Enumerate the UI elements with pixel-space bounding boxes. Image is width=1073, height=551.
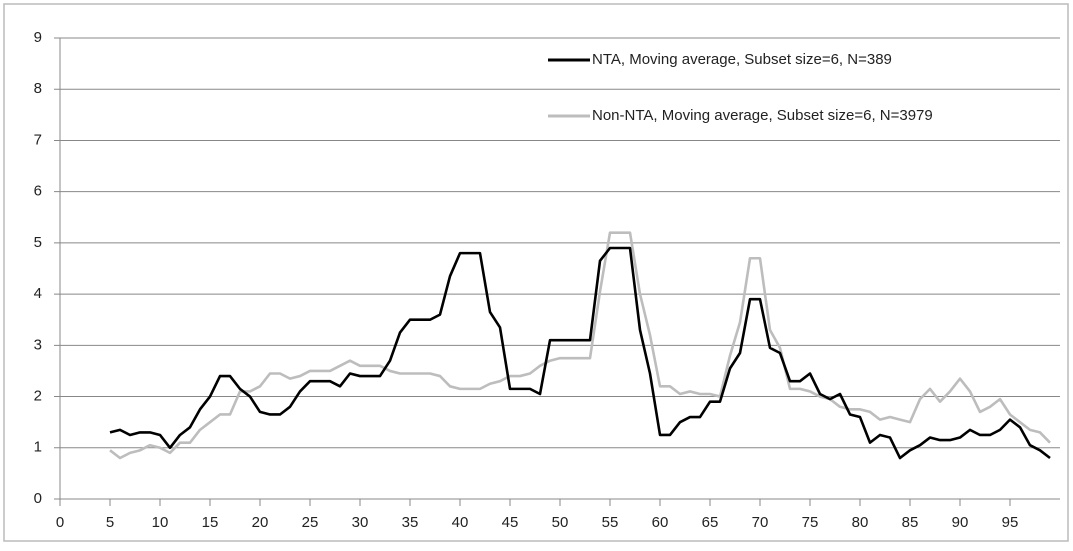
x-tick-label: 60 xyxy=(652,514,669,531)
y-tick-label: 6 xyxy=(34,183,42,200)
y-tick-label: 2 xyxy=(34,388,42,405)
y-tick-label: 8 xyxy=(34,80,42,97)
x-tick-label: 90 xyxy=(952,514,969,531)
x-tick-label: 55 xyxy=(602,514,619,531)
x-tick-label: 0 xyxy=(56,514,64,531)
x-tick-label: 80 xyxy=(852,514,869,531)
x-tick-label: 70 xyxy=(752,514,769,531)
x-tick-label: 25 xyxy=(302,514,319,531)
x-tick-label: 95 xyxy=(1002,514,1019,531)
x-tick-label: 30 xyxy=(352,514,369,531)
x-tick-label: 15 xyxy=(202,514,219,531)
y-tick-label: 3 xyxy=(34,336,42,353)
y-tick-label: 0 xyxy=(34,490,42,507)
x-tick-label: 65 xyxy=(702,514,719,531)
y-tick-label: 1 xyxy=(34,439,42,456)
series-line xyxy=(109,231,1051,460)
legend-label: Non-NTA, Moving average, Subset size=6, … xyxy=(592,107,933,124)
x-tick-label: 5 xyxy=(106,514,114,531)
y-tick-label: 9 xyxy=(34,29,42,46)
x-tick-label: 85 xyxy=(902,514,919,531)
x-tick-label: 50 xyxy=(552,514,569,531)
x-tick-label: 20 xyxy=(252,514,269,531)
x-tick-label: 35 xyxy=(402,514,419,531)
x-tick-label: 45 xyxy=(502,514,519,531)
x-tick-label: 75 xyxy=(802,514,819,531)
series-line xyxy=(109,246,1051,460)
x-tick-label: 40 xyxy=(452,514,469,531)
y-tick-label: 5 xyxy=(34,234,42,251)
y-tick-label: 7 xyxy=(34,131,42,148)
x-tick-label: 10 xyxy=(152,514,169,531)
y-tick-label: 4 xyxy=(34,285,42,302)
legend-label: NTA, Moving average, Subset size=6, N=38… xyxy=(592,51,892,68)
chart-frame xyxy=(3,3,1069,542)
